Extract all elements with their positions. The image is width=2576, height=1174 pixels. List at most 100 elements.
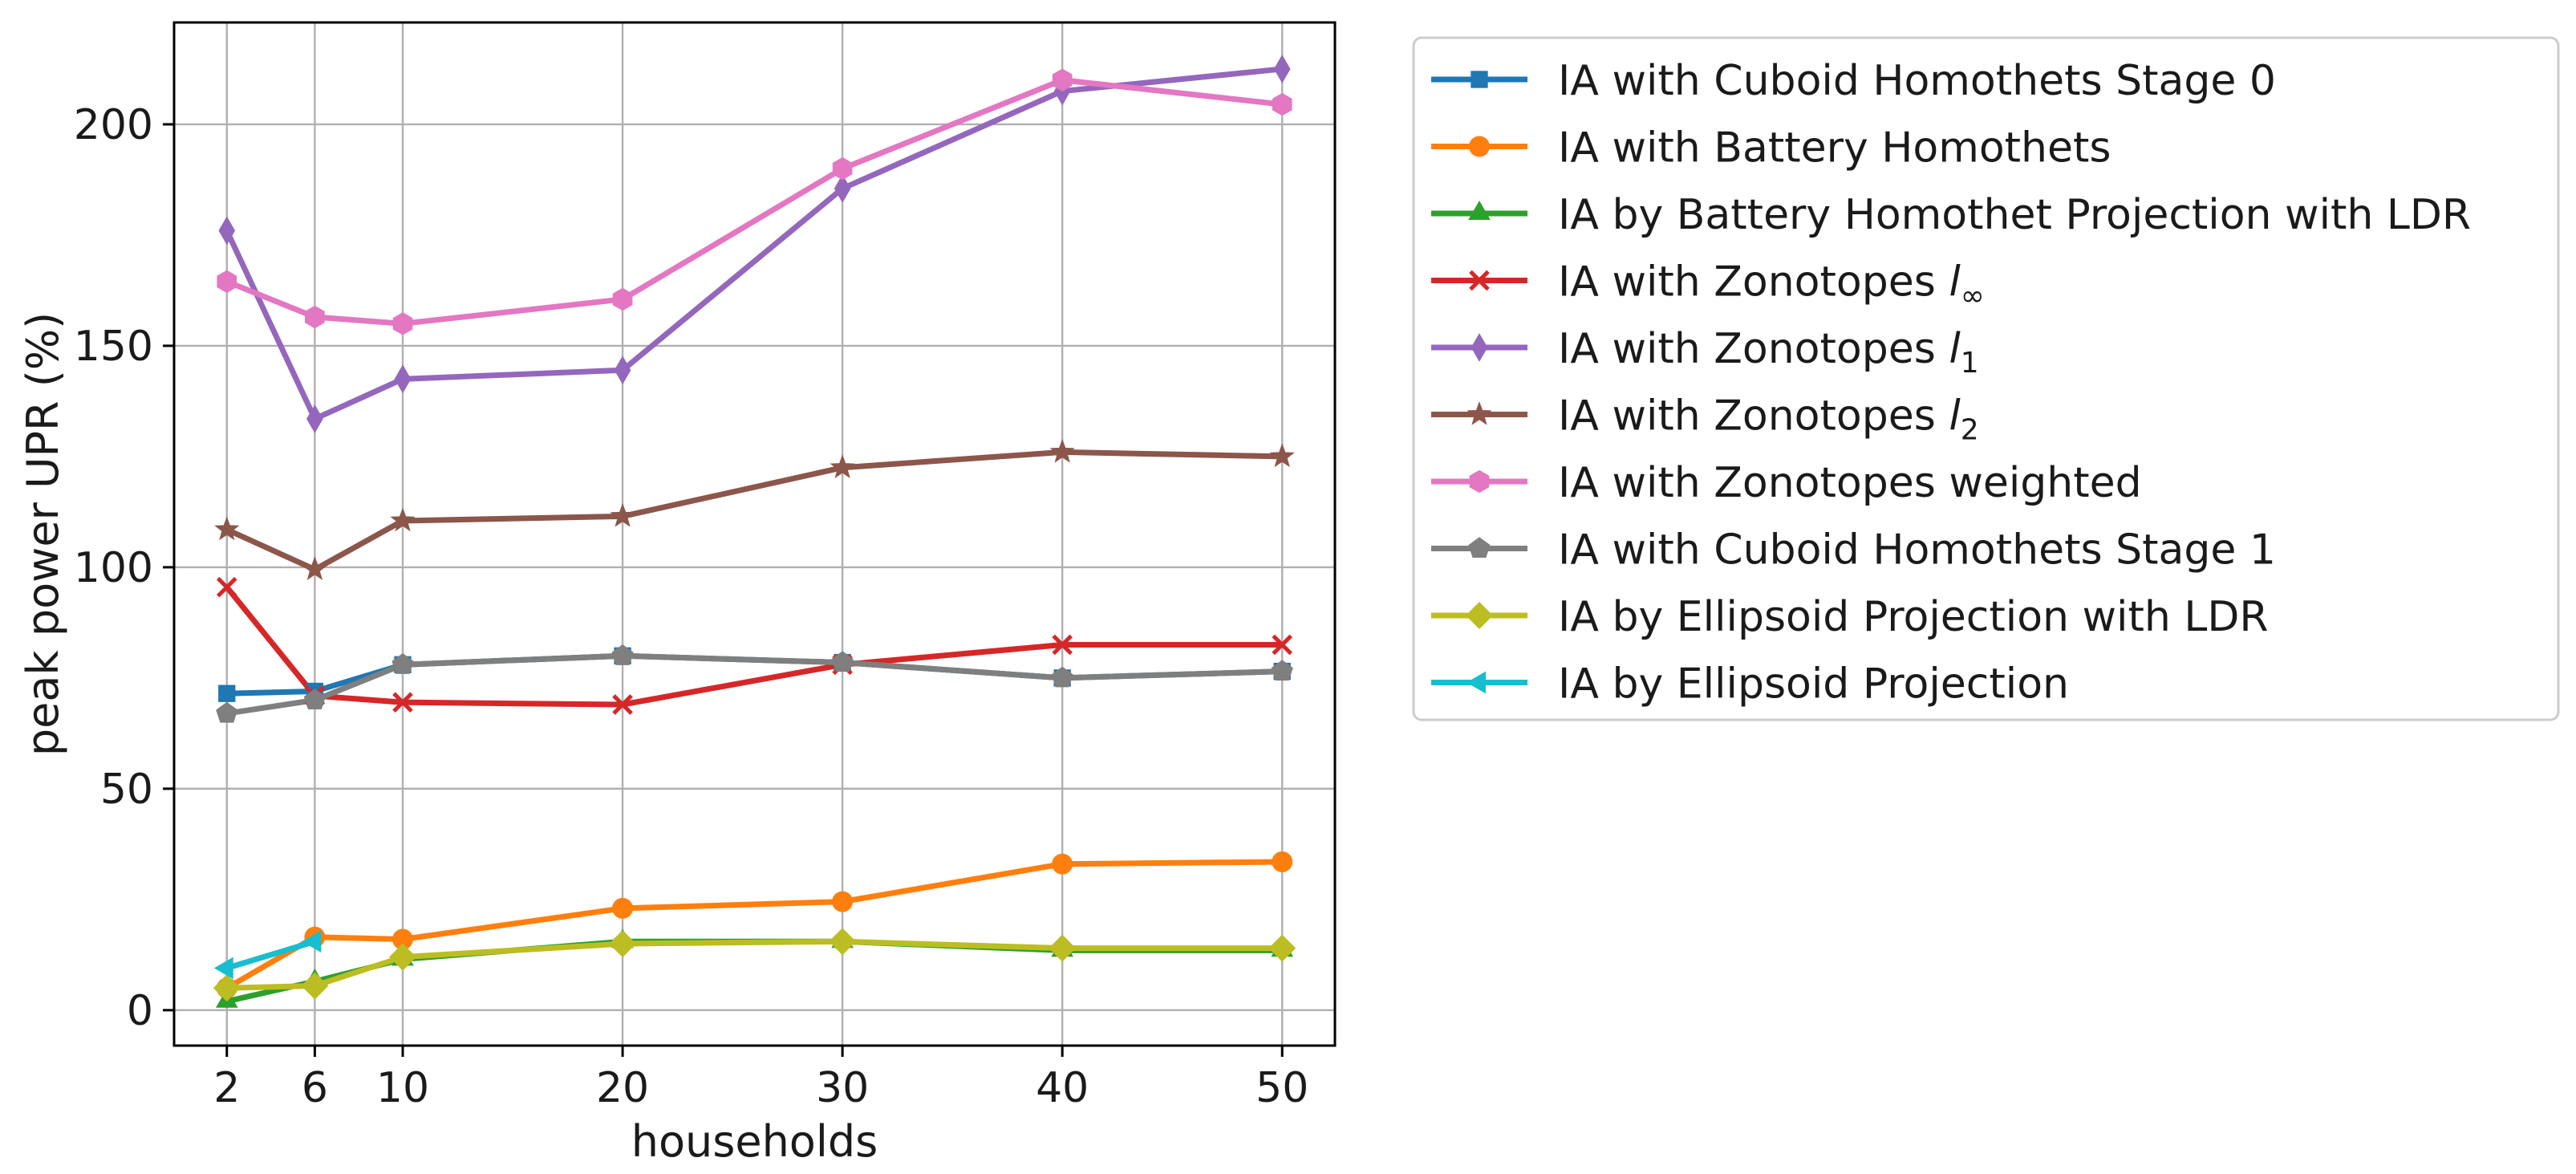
legend-item-2: IA by Battery Homothet Projection with L… — [1431, 191, 2471, 239]
data-point-7-3 — [611, 644, 634, 665]
data-point-1-3 — [612, 897, 634, 919]
data-point-6-6 — [1272, 92, 1292, 116]
legend-label: IA by Battery Homothet Projection with L… — [1558, 191, 2471, 239]
x-tick-label: 20 — [596, 1064, 649, 1112]
legend-item-6: IA with Zonotopes weighted — [1431, 459, 2142, 507]
legend-swatch-marker — [1471, 333, 1488, 362]
legend-item-9: IA by Ellipsoid Projection — [1431, 660, 2069, 709]
data-point-7-2 — [391, 653, 414, 674]
data-point-8-6 — [1268, 934, 1296, 962]
data-point-9-0 — [213, 957, 233, 980]
legend-item-7: IA with Cuboid Homothets Stage 1 — [1431, 526, 2276, 575]
data-point-7-4 — [831, 651, 854, 672]
legend-label-main: IA with Battery Homothets — [1558, 124, 2111, 173]
legend-item-5: IA with Zonotopes l2 — [1431, 392, 1979, 447]
data-point-4-2 — [394, 364, 412, 394]
data-point-4-1 — [306, 404, 323, 433]
legend-label: IA with Zonotopes l2 — [1558, 392, 1979, 447]
series-lines — [224, 66, 1285, 1005]
data-point-1-5 — [1052, 853, 1073, 875]
data-point-5-5 — [1049, 439, 1075, 463]
data-point-9-1 — [302, 930, 322, 953]
y-tick-label: 150 — [74, 323, 153, 371]
data-point-5-6 — [1269, 443, 1295, 468]
legend-label-main: IA with Zonotopes — [1558, 325, 1949, 373]
data-point-4-0 — [218, 216, 236, 246]
legend-label-subscript: ∞ — [1961, 280, 1985, 313]
legend-label-main: IA with Cuboid Homothets Stage 1 — [1558, 526, 2276, 575]
data-point-5-1 — [302, 556, 327, 580]
series-line-4 — [224, 66, 1285, 422]
legend-label: IA with Zonotopes weighted — [1558, 459, 2142, 507]
y-tick-label: 100 — [74, 544, 153, 592]
data-point-6-1 — [305, 305, 325, 329]
data-point-3-2 — [392, 692, 413, 713]
plot-frame — [172, 21, 1337, 1047]
data-point-5-2 — [390, 507, 416, 532]
series-line-1 — [224, 859, 1285, 991]
data-point-8-1 — [301, 972, 329, 1000]
series-markers — [213, 55, 1296, 1008]
x-tick-label: 40 — [1036, 1064, 1089, 1112]
legend-label: IA with Zonotopes l∞ — [1558, 258, 1985, 313]
legend-label-main: IA by Ellipsoid Projection — [1558, 660, 2069, 709]
data-point-8-0 — [213, 974, 241, 1002]
legend-swatch-marker — [1468, 201, 1491, 220]
data-point-3-3 — [612, 694, 633, 715]
data-point-1-4 — [832, 891, 854, 912]
data-point-3-6 — [1272, 634, 1293, 656]
x-tick-label: 2 — [213, 1064, 240, 1112]
legend-label: IA with Zonotopes l1 — [1558, 325, 1979, 380]
data-point-8-3 — [609, 930, 637, 958]
legend-label: IA with Battery Homothets — [1558, 124, 2111, 173]
data-point-4-4 — [834, 174, 851, 203]
legend-label-symbol: l — [1949, 325, 1961, 373]
legend-label-main: IA with Zonotopes — [1558, 392, 1949, 441]
legend-item-4: IA with Zonotopes l1 — [1431, 325, 1979, 380]
legend-item-3: IA with Zonotopes l∞ — [1431, 258, 1985, 313]
legend: IA with Cuboid Homothets Stage 0 IA with … — [1412, 36, 2560, 721]
data-point-1-2 — [392, 928, 414, 950]
legend-label-main: IA with Zonotopes — [1558, 258, 1949, 307]
x-tick-label: 10 — [376, 1064, 429, 1112]
legend-label-main: IA with Cuboid Homothets Stage 0 — [1558, 57, 2276, 105]
data-point-7-6 — [1271, 660, 1293, 681]
legend-label-symbol: l — [1949, 258, 1961, 307]
data-point-5-3 — [610, 503, 635, 527]
x-tick-label: 50 — [1256, 1064, 1308, 1112]
series-line-5 — [224, 449, 1285, 573]
legend-label: IA with Cuboid Homothets Stage 1 — [1558, 526, 2276, 575]
data-point-4-6 — [1273, 55, 1291, 83]
data-point-0-0 — [218, 684, 236, 702]
series-line-9 — [224, 938, 318, 971]
data-point-5-0 — [214, 516, 240, 541]
y-tick-label: 50 — [100, 766, 153, 814]
data-point-6-4 — [832, 156, 853, 181]
data-point-5-4 — [830, 454, 855, 478]
series-line-7 — [224, 652, 1285, 717]
data-point-6-0 — [217, 270, 237, 294]
legend-label-main: IA by Battery Homothet Projection with L… — [1558, 191, 2471, 239]
legend-swatch-marker — [1466, 602, 1493, 629]
legend-label: IA by Ellipsoid Projection — [1558, 660, 2069, 709]
legend-swatch-marker — [1469, 469, 1490, 494]
series-line-8 — [224, 938, 1285, 991]
data-point-8-4 — [829, 928, 857, 956]
legend-swatch-marker — [1471, 71, 1488, 88]
x-tick-label: 30 — [816, 1064, 869, 1112]
data-point-7-0 — [216, 701, 238, 723]
series-line-3 — [224, 584, 1285, 708]
legend-label: IA by Ellipsoid Projection with LDR — [1558, 593, 2269, 641]
legend-label: IA with Cuboid Homothets Stage 0 — [1558, 57, 2276, 105]
data-point-6-5 — [1052, 68, 1073, 91]
legend-swatch-marker — [1466, 401, 1492, 425]
data-point-8-5 — [1049, 934, 1077, 962]
data-point-6-2 — [392, 312, 413, 335]
grid — [174, 22, 1335, 1046]
data-point-4-3 — [614, 355, 631, 385]
series-line-6 — [224, 77, 1285, 327]
legend-swatch-marker — [1469, 136, 1490, 157]
legend-item-0: IA with Cuboid Homothets Stage 0 — [1431, 57, 2276, 105]
legend-frame — [1412, 36, 2560, 721]
